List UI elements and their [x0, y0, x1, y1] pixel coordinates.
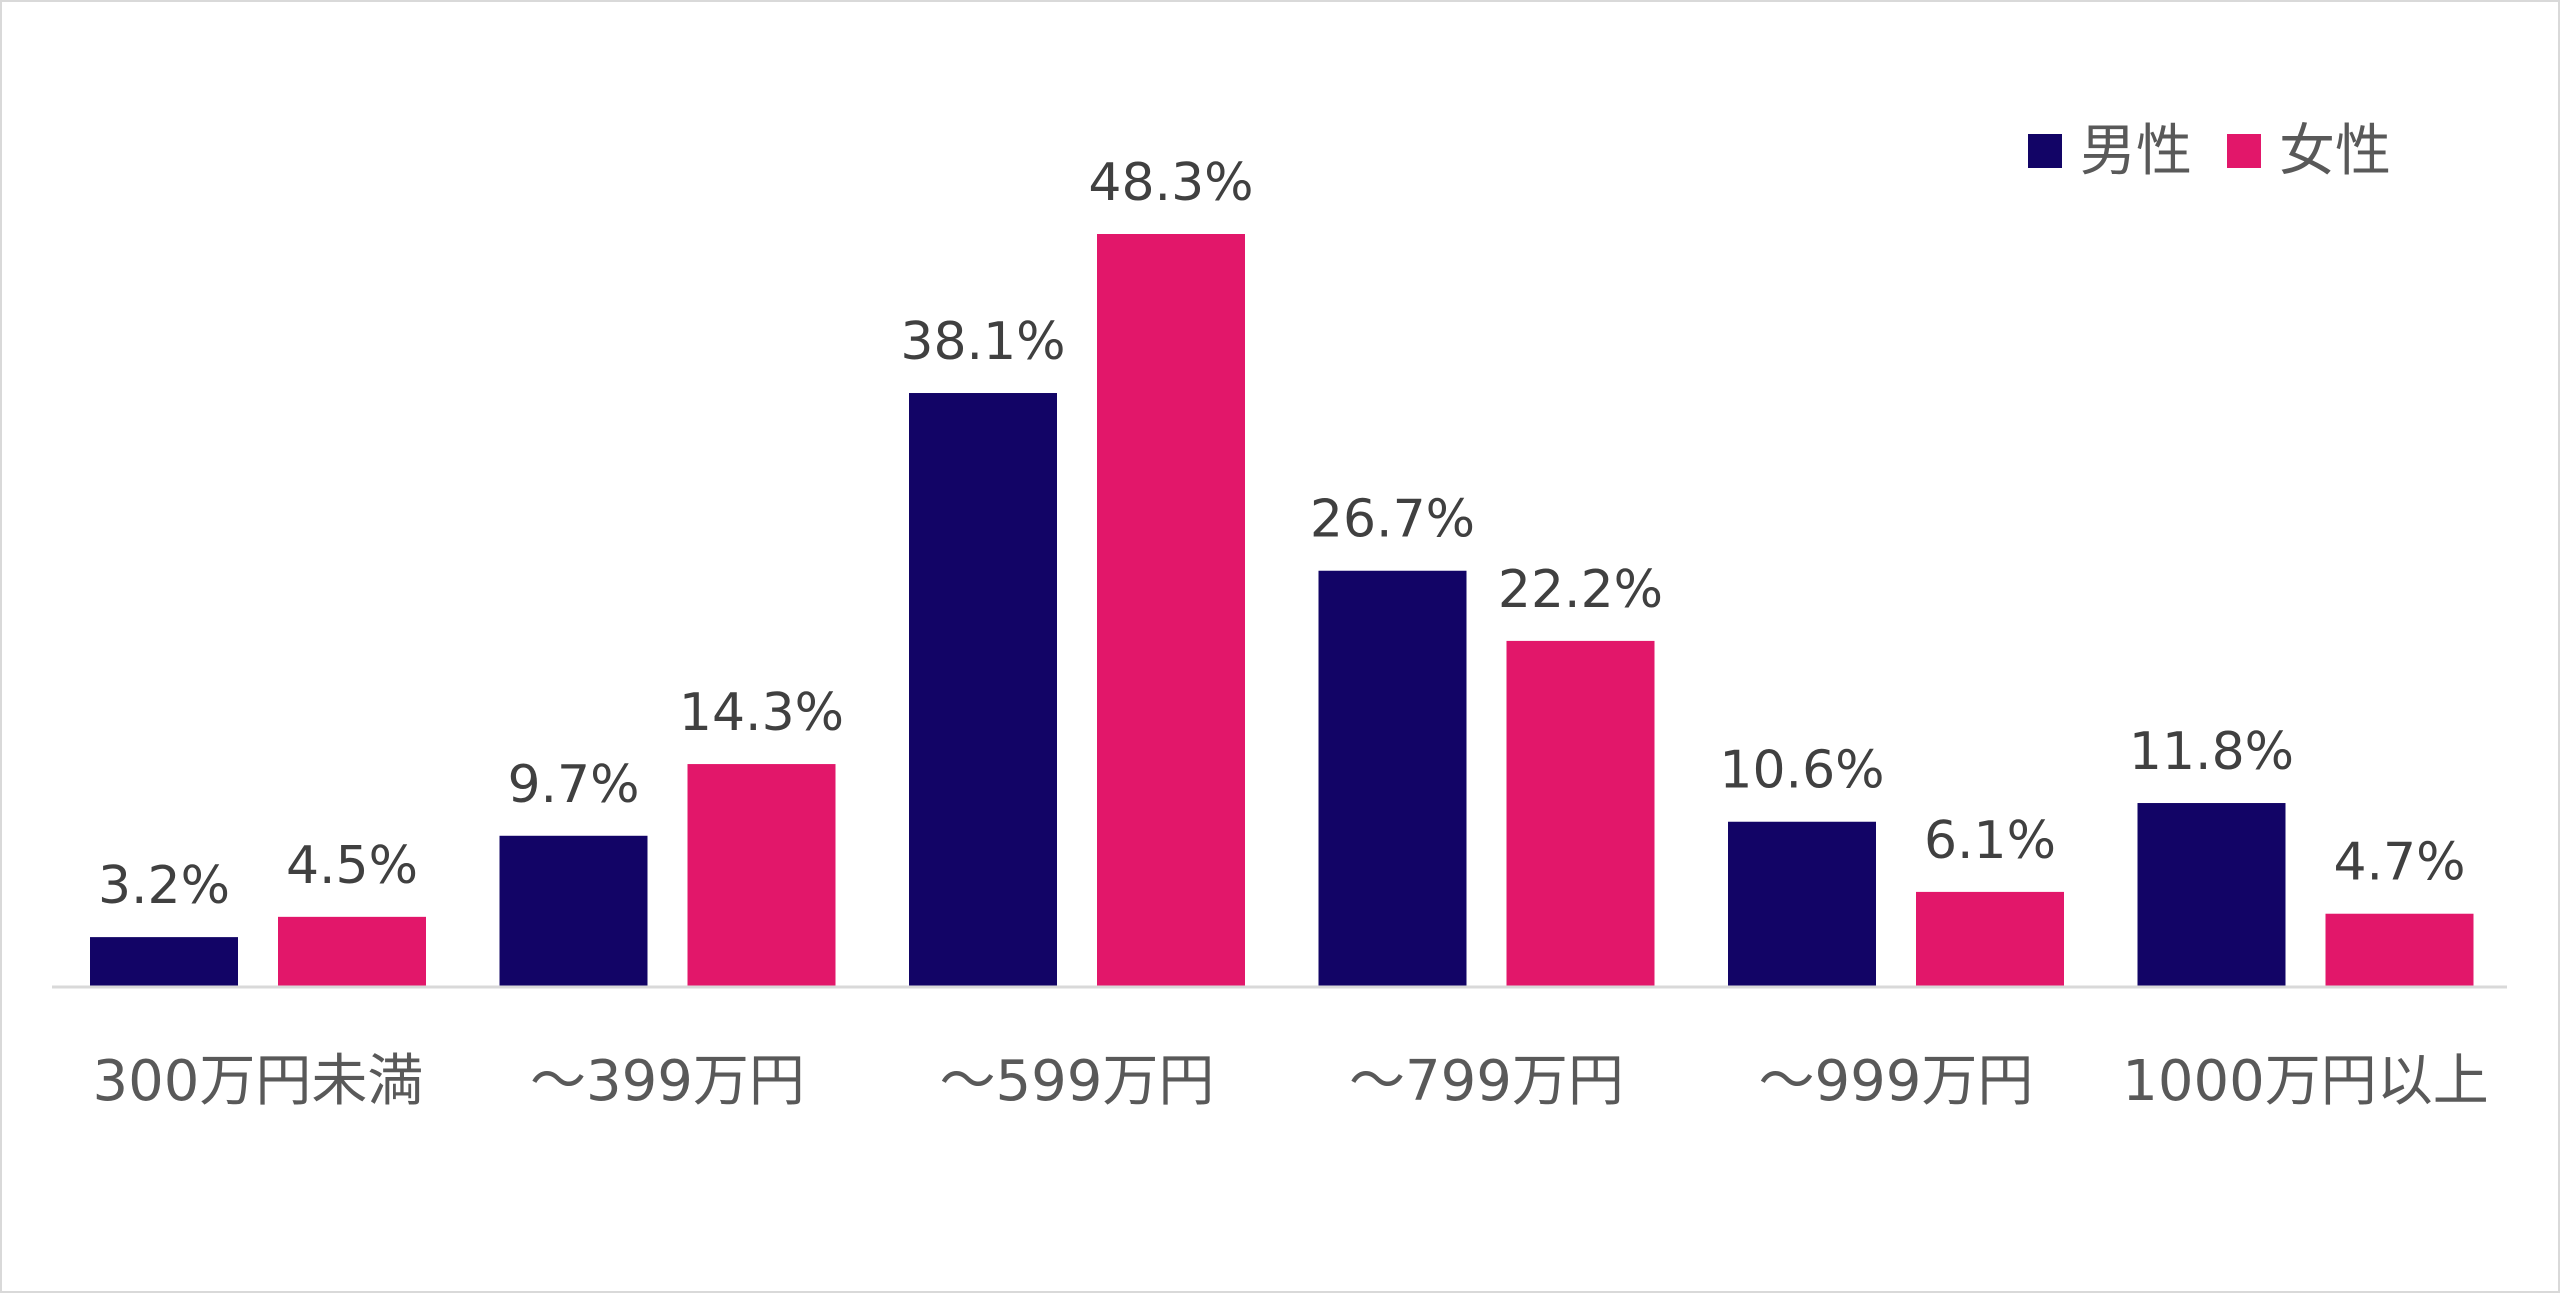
- data-label-male-5: 11.8%: [2129, 722, 2294, 782]
- bar-male-3: [1318, 570, 1467, 987]
- category-label-1: ～399万円: [530, 1049, 805, 1114]
- data-label-male-1: 9.7%: [507, 755, 639, 815]
- bar-female-3: [1506, 640, 1655, 987]
- category-label-0: 300万円未満: [93, 1049, 424, 1114]
- legend-swatch-male: [2028, 134, 2062, 168]
- bars-layer: [90, 234, 2474, 987]
- category-labels-layer: 300万円未満 ～399万円 ～599万円 ～799万円 ～999万円 1000万円以上: [93, 1049, 2489, 1114]
- category-label-2: ～599万円: [940, 1049, 1215, 1114]
- legend-swatch-female: [2227, 134, 2261, 168]
- bar-male-2: [909, 393, 1057, 987]
- data-label-female-0: 4.5%: [286, 836, 418, 896]
- category-label-4: ～999万円: [1759, 1049, 2034, 1114]
- legend-label-female: 女性: [2279, 119, 2391, 184]
- data-label-female-5: 4.7%: [2333, 833, 2465, 893]
- bar-female-0: [278, 916, 426, 987]
- bar-female-4: [1916, 891, 2064, 987]
- bar-female-2: [1097, 234, 1245, 987]
- data-label-female-4: 6.1%: [1924, 811, 2056, 871]
- legend: 男性 女性: [2028, 119, 2391, 184]
- bar-female-5: [2325, 913, 2474, 987]
- data-label-male-0: 3.2%: [98, 856, 230, 916]
- category-label-5: 1000万円以上: [2122, 1049, 2489, 1114]
- data-label-male-2: 38.1%: [900, 312, 1065, 372]
- bar-male-4: [1728, 821, 1876, 987]
- data-labels-layer: 3.2% 4.5% 9.7% 14.3% 38.1% 48.3% 26.7% 22.2% 10.…: [98, 153, 2466, 916]
- bar-male-0: [90, 937, 238, 987]
- bar-female-1: [687, 764, 836, 987]
- bar-male-1: [499, 835, 648, 987]
- data-label-female-1: 14.3%: [679, 683, 844, 743]
- data-label-female-2: 48.3%: [1088, 153, 1253, 213]
- legend-label-male: 男性: [2080, 119, 2192, 184]
- data-label-female-3: 22.2%: [1498, 560, 1663, 620]
- data-label-male-3: 26.7%: [1310, 490, 1475, 550]
- category-label-3: ～799万円: [1349, 1049, 1624, 1114]
- data-label-male-4: 10.6%: [1719, 741, 1884, 801]
- bar-male-5: [2137, 803, 2286, 987]
